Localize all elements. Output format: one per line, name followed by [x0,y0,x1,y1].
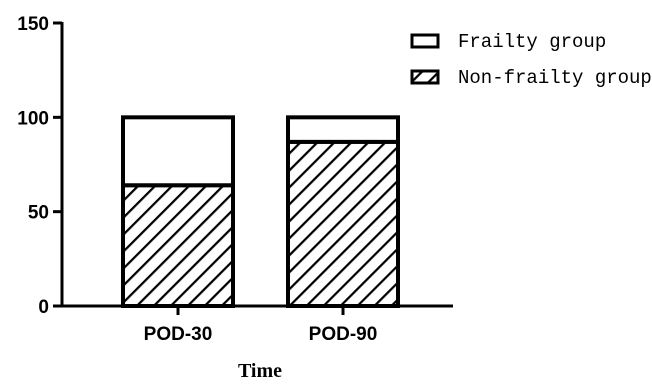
x-axis-title: Time [238,360,282,382]
bar-segment-frailty-group-pod-90 [286,115,400,144]
y-ticks: 0 50 100 150 [17,14,62,318]
legend-swatch [410,33,440,49]
y-axis: 0 50 100 150 [17,14,64,318]
bars [121,115,400,308]
legend: Frailty group Non-frailty group [410,31,652,89]
bar-segment-non-frailty-group-pod-90 [286,139,400,308]
bar-segment-non-frailty-group-pod-30 [121,183,235,308]
x-tick-label: POD-90 [309,324,378,345]
x-tick-label: POD-30 [144,324,213,345]
bar-segment-frailty-group-pod-30 [121,115,235,188]
x-ticks: POD-30 POD-90 [144,306,378,345]
y-tick-label: 100 [17,108,49,129]
x-axis: POD-30 POD-90 Time [61,304,453,382]
y-tick-label: 0 [38,297,49,318]
y-tick-label: 150 [17,14,49,35]
legend-label: Frailty group [458,31,606,53]
legend-label: Non-frailty group [458,67,652,89]
legend-swatch [410,69,440,85]
y-tick-label: 50 [28,203,49,224]
